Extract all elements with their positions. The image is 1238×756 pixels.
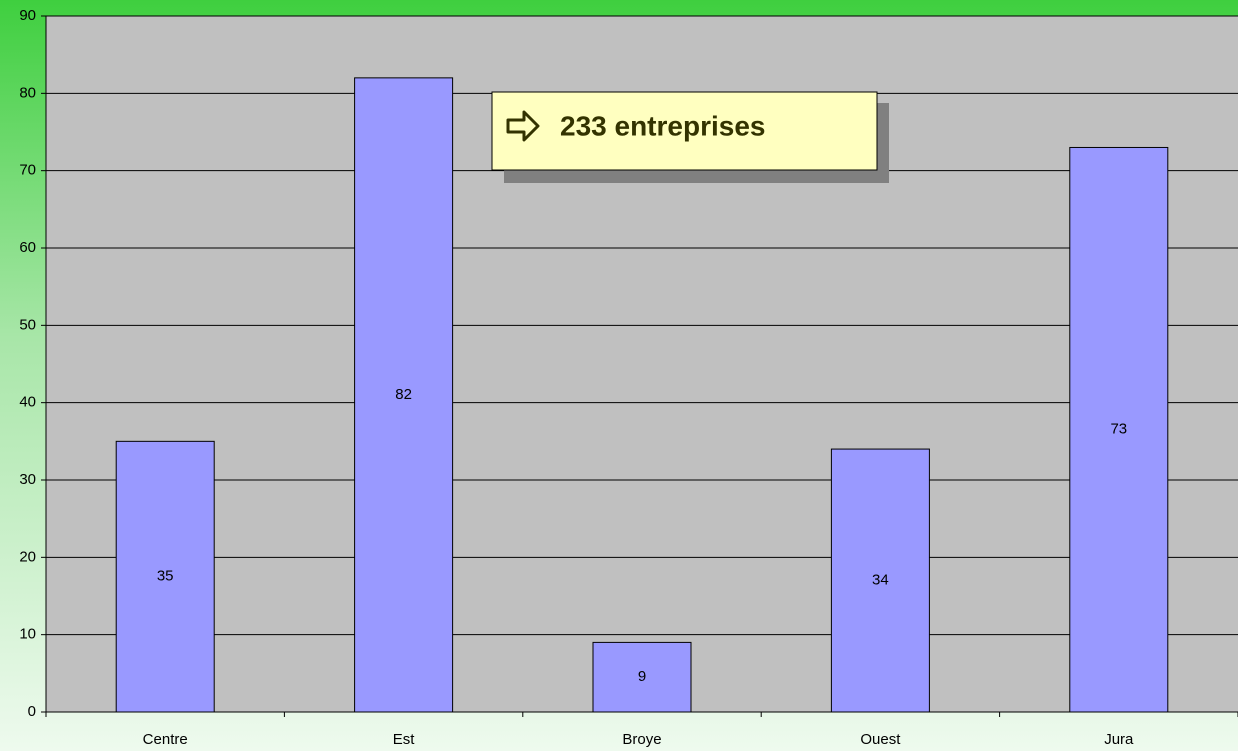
annotation: 233 entreprises — [560, 110, 765, 141]
y-tick-label: 70 — [19, 162, 36, 179]
x-tick-label: Est — [393, 731, 416, 748]
y-tick-label: 40 — [19, 394, 36, 411]
data-label: 9 — [638, 668, 646, 685]
y-tick-label: 50 — [19, 316, 36, 333]
y-tick-label: 60 — [19, 239, 36, 256]
x-tick-label: Broye — [622, 731, 661, 748]
y-tick-label: 0 — [28, 703, 36, 720]
bar — [1069, 146, 1169, 713]
y-tick-label: 30 — [19, 471, 36, 488]
data-label: 82 — [395, 386, 412, 403]
data-label: 34 — [872, 572, 889, 589]
y-tick-label: 10 — [19, 626, 36, 643]
annotation-arrow — [506, 110, 540, 142]
y-tick-label: 90 — [19, 7, 36, 24]
data-label: 35 — [157, 568, 174, 585]
y-tick-label: 80 — [19, 84, 36, 101]
bar — [115, 440, 215, 713]
x-tick-label: Jura — [1104, 731, 1134, 748]
x-tick-label: Ouest — [860, 731, 901, 748]
annotation-box — [491, 91, 878, 171]
y-tick-label: 20 — [19, 548, 36, 565]
x-tick-label: Centre — [143, 731, 188, 748]
bar — [354, 77, 454, 713]
bar — [830, 448, 930, 713]
bar — [592, 641, 692, 713]
data-label: 73 — [1110, 421, 1127, 438]
